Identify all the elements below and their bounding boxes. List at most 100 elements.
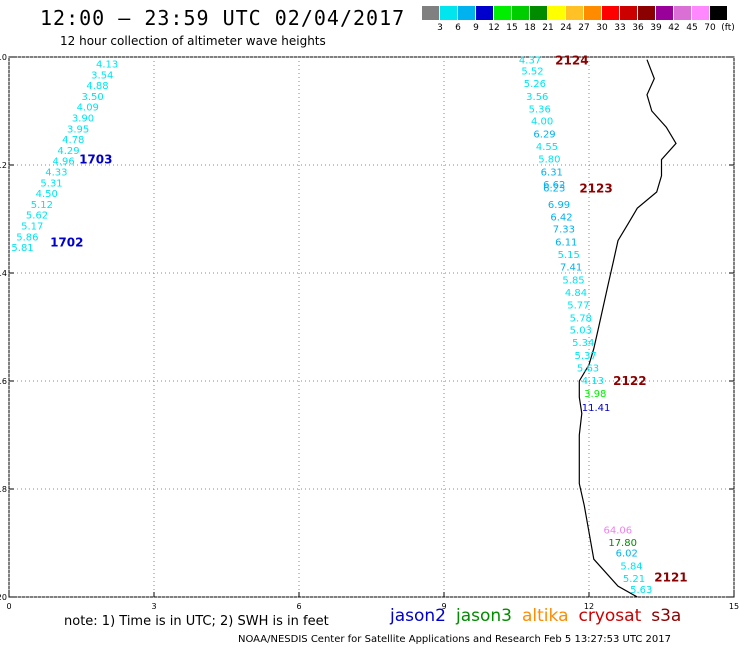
wave-height-value: 5.80 [538,155,560,166]
page-title: 12:00 – 23:59 UTC 02/04/2017 [40,6,406,30]
satellite-legend: jason2 jason3 altika cryosat s3a [390,606,691,626]
lat-tick-label: -12 [0,161,7,170]
color-scale-label: (ft) [721,23,735,33]
track-label: 2122 [613,374,646,388]
wave-height-value: 6.62 [543,180,565,191]
color-scale-label: 42 [668,23,680,33]
color-swatch [530,6,548,20]
lon-tick-label: 12 [584,602,594,611]
color-scale-label: 27 [578,23,590,33]
wave-height-value: 5.52 [521,67,543,78]
color-scale-label: 70 [704,23,716,33]
color-swatch [566,6,584,20]
footer-note: note: 1) Time is in UTC; 2) SWH is in fe… [64,614,329,629]
color-scale-label: 18 [524,23,536,33]
lat-tick-label: -16 [0,377,7,386]
color-swatch [512,6,530,20]
wave-height-value: 7.41 [560,263,582,274]
wave-height-value: 4.55 [536,142,558,153]
color-swatch [548,6,566,20]
wave-height-value: 5.12 [31,200,53,211]
wave-height-value: 4.00 [531,117,553,128]
wave-height-value: 4.13 [582,376,604,387]
wave-height-value: 7.33 [553,225,575,236]
color-scale-label: 6 [455,23,461,33]
lon-tick-label: 15 [729,602,739,611]
color-swatch [458,6,476,20]
map-frame [8,56,735,598]
color-scale-label: 3 [437,23,443,33]
wave-height-value: 5.62 [26,211,48,222]
wave-height-value: 6.31 [541,167,563,178]
wave-height-value: 5.34 [572,338,594,349]
page-subtitle: 12 hour collection of altimeter wave hei… [60,34,326,48]
wave-height-value: 5.85 [562,275,584,286]
track-label: 2124 [555,54,588,68]
wave-height-value: 6.23 [543,184,565,195]
wave-height-value: 5.63 [577,364,599,375]
track-label: 2121 [654,570,687,584]
wave-height-value: 4.29 [57,146,79,157]
color-scale-label: 36 [632,23,644,33]
satellite-legend-item: jason3 [456,606,512,626]
wave-height-value: 4.96 [53,157,75,168]
color-swatch [692,6,710,20]
color-swatch [440,6,458,20]
wave-height-value: 4.88 [86,81,108,92]
wave-height-value: 4.50 [36,189,58,200]
wave-height-value: 4.13 [96,59,118,70]
lon-tick-label: 0 [6,602,11,611]
track-label: 1703 [79,153,112,167]
wave-height-value: 6.29 [533,130,555,141]
wave-height-value: 5.03 [570,326,592,337]
wave-height-value: 4.84 [565,288,587,299]
color-scale-label: 39 [650,23,662,33]
track-label: 1702 [50,236,83,250]
lat-tick-label: -20 [0,593,7,602]
wave-height-value: 3.56 [526,92,548,103]
wave-height-value: 11.41 [582,403,611,414]
wave-height-value: 5.21 [623,574,645,585]
lon-tick-label: 3 [151,602,156,611]
wave-height-value: 6.02 [616,549,638,560]
wave-height-value: 5.77 [567,300,589,311]
satellite-legend-item: altika [522,606,569,626]
color-swatch [422,6,440,20]
wave-height-value: 3.50 [82,92,104,103]
wave-height-value: 64.06 [604,526,633,537]
wave-height-value: 6.99 [548,200,570,211]
track-label: 2123 [579,182,612,196]
color-swatch [638,6,656,20]
satellite-legend-item: cryosat [578,606,642,626]
wave-height-value: 6.11 [555,238,577,249]
satellite-legend-item: s3a [651,606,682,626]
color-swatch [584,6,602,20]
color-scale-label: 21 [542,23,554,33]
coastline [578,59,677,598]
color-scale-label: 33 [614,23,626,33]
wave-height-value: 5.84 [620,562,642,573]
color-scale-label: 45 [686,23,698,33]
color-swatch [476,6,494,20]
wave-height-value: 5.17 [21,221,43,232]
lon-tick-label: 6 [296,602,301,611]
lat-tick-label: -14 [0,269,7,278]
color-scale-label: 12 [488,23,500,33]
color-scale-label: 15 [506,23,518,33]
satellite-legend-item: jason2 [390,606,446,626]
wave-height-value: 5.37 [575,351,597,362]
credit-line: NOAA/NESDIS Center for Satellite Applica… [238,634,671,645]
wave-height-value: 5.63 [630,585,652,596]
wave-height-value: 5.31 [40,178,62,189]
lat-tick-label: -10 [0,53,7,62]
lat-tick-label: -18 [0,485,7,494]
wave-height-value: 5.26 [524,79,546,90]
wave-height-value: 17.80 [608,538,637,549]
wave-height-value: 4.09 [77,103,99,114]
wave-height-value: 5.86 [16,232,38,243]
lon-tick-label: 9 [441,602,446,611]
color-scale-label: 30 [596,23,608,33]
wave-height-value: 4.78 [62,135,84,146]
wave-height-value: 6.42 [550,212,572,223]
